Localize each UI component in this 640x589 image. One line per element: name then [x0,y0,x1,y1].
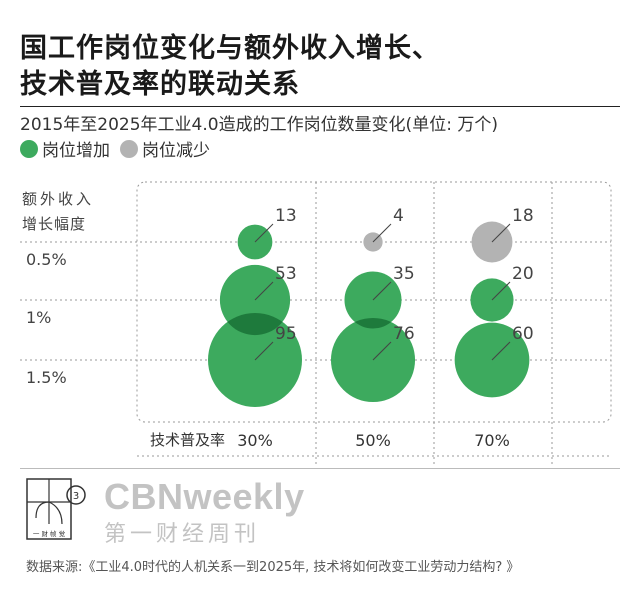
leader-line [372,281,392,301]
y-axis-title-line-2: 增长幅度 [22,215,86,233]
footer-divider [20,468,620,469]
title-divider [20,106,620,107]
y-tick-label: 1% [26,308,51,327]
x-tick-label: 50% [355,431,391,450]
legend-label-decrease: 岗位减少 [142,141,210,161]
leader-line [254,223,274,243]
plot-border [136,181,612,423]
data-source: 数据来源:《工业4.0时代的人机关系一到2025年, 技术将如何改变工业劳动力结… [26,560,520,575]
y-axis-title-line-1: 额外收入 [22,190,94,208]
chart-subtitle: 2015年至2025年工业4.0造成的工作岗位数量变化(单位: 万个) [20,115,498,135]
data-label: 60 [512,324,534,344]
data-label: 18 [512,206,534,226]
x-tick-label: 70% [474,431,510,450]
legend-swatch-decrease [120,139,138,158]
leader-line [372,341,392,361]
brand-chinese: 第一财经周刊 [104,522,261,547]
data-label: 4 [393,206,404,226]
legend: 岗位增加 岗位减少 [20,136,220,161]
leader-line [491,281,511,301]
legend-label-increase: 岗位增加 [42,141,110,161]
data-label: 76 [393,324,415,344]
legend-swatch-increase [20,139,38,158]
data-label: 53 [275,264,297,284]
leader-line [491,223,511,243]
y-tick-label: 1.5% [26,368,67,387]
data-label: 13 [275,206,297,226]
y-tick-label: 0.5% [26,250,67,269]
leader-line [254,341,274,361]
svg-text:3: 3 [73,491,79,502]
leader-line [372,223,392,243]
brand-english: CBNweekly [104,476,305,517]
x-tick-label: 30% [237,431,273,450]
legend-item-increase: 岗位增加 [20,136,110,161]
data-label: 95 [275,324,297,344]
leader-line [254,281,274,301]
leader-line [491,341,511,361]
chart-title-line-1: 国工作岗位变化与额外收入增长、 [20,33,440,64]
data-label: 35 [393,264,415,284]
cbn-logo: 3 一 财 帧 觉 [26,478,86,540]
data-label: 20 [512,264,534,284]
x-axis-title: 技术普及率 [150,431,225,449]
chart-title-line-2: 技术普及率的联动关系 [20,69,300,100]
legend-item-decrease: 岗位减少 [120,136,210,161]
svg-text:一 财 帧 觉: 一 财 帧 觉 [33,529,66,538]
